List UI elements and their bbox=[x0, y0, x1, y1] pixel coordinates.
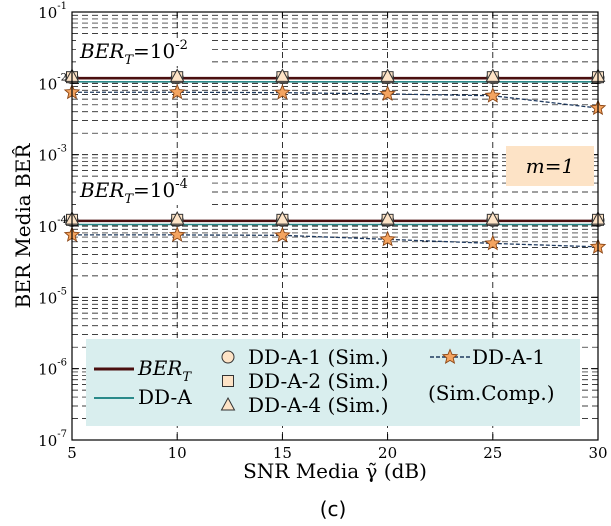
x-axis-label: SNR Media γ̃ (dB) bbox=[243, 459, 427, 483]
star-marker bbox=[168, 226, 186, 242]
triangle-marker bbox=[485, 211, 501, 225]
annotation-value: =10 bbox=[133, 178, 175, 202]
legend-label-dda: DD-A bbox=[138, 385, 192, 409]
star-marker bbox=[168, 83, 186, 100]
star-marker bbox=[441, 348, 459, 365]
series-line bbox=[72, 234, 599, 248]
series-dd-a-4-sim--14 bbox=[64, 211, 606, 225]
y-tick-label: 10-4 bbox=[38, 215, 67, 236]
annotation-value: =10 bbox=[133, 39, 175, 63]
legend-label-triangle: DD-A-4 (Sim.) bbox=[248, 393, 389, 417]
y-tick-base: 10 bbox=[38, 289, 57, 307]
legend-label-circle: DD-A-1 (Sim.) bbox=[248, 345, 389, 369]
y-tick-exponent: -1 bbox=[57, 1, 67, 12]
axis-labels: SNR Media γ̃ (dB) BER Media BER̂ (c) bbox=[11, 143, 427, 521]
annotation-exponent: -2 bbox=[175, 38, 188, 53]
x-tick-label: 20 bbox=[378, 444, 397, 462]
y-axis-label: BER Media BER̂ bbox=[11, 143, 35, 309]
y-tick-label: 10-7 bbox=[38, 429, 67, 450]
y-tick-base: 10 bbox=[38, 75, 57, 93]
x-tick-label: 5 bbox=[67, 444, 77, 462]
ber-target-annotation: BERT=10-2 bbox=[79, 38, 188, 68]
triangle-marker bbox=[485, 68, 501, 82]
annotation-base: BER bbox=[79, 39, 124, 63]
legend-label-simcomp-line2: (Sim.Comp.) bbox=[428, 381, 555, 405]
panel-label: (c) bbox=[320, 497, 347, 521]
x-tick-label: 25 bbox=[483, 444, 502, 462]
star-marker bbox=[484, 234, 502, 251]
x-tick-label: 15 bbox=[273, 444, 292, 462]
annotation-exponent: -4 bbox=[175, 177, 188, 192]
triangle-marker bbox=[380, 68, 395, 82]
m-parameter-box bbox=[506, 146, 594, 186]
y-tick-base: 10 bbox=[38, 361, 57, 379]
circle-marker bbox=[221, 350, 235, 364]
annotation-subscript: T bbox=[124, 192, 134, 207]
star-marker bbox=[274, 226, 291, 243]
y-tick-exponent: -4 bbox=[57, 215, 67, 226]
y-tick-label: 10-3 bbox=[38, 144, 67, 165]
star-marker bbox=[274, 83, 291, 100]
legend-box bbox=[86, 339, 580, 426]
y-tick-label: 10-1 bbox=[38, 1, 67, 22]
y-tick-label: 10-5 bbox=[38, 286, 67, 307]
triangle-marker bbox=[275, 211, 290, 225]
annotation-background bbox=[76, 38, 208, 66]
square-marker bbox=[222, 375, 234, 387]
y-tick-base: 10 bbox=[38, 432, 57, 450]
y-tick-label: 10-2 bbox=[38, 72, 67, 93]
m-parameter-label: m=1 bbox=[526, 154, 574, 178]
series-line bbox=[72, 91, 599, 109]
ber-target-annotation: BERT=10-4 bbox=[79, 177, 188, 207]
triangle-marker bbox=[169, 68, 185, 82]
triangle-marker bbox=[220, 396, 236, 411]
series-dd-a-4-sim--12 bbox=[64, 68, 606, 82]
y-tick-base: 10 bbox=[38, 147, 57, 165]
y-tick-exponent: -6 bbox=[57, 358, 67, 369]
y-tick-base: 10 bbox=[38, 4, 57, 22]
legend-label-bert: BERT bbox=[137, 356, 192, 385]
y-tick-exponent: -3 bbox=[57, 144, 67, 155]
triangle-marker bbox=[275, 68, 290, 82]
legend-bert-subscript: T bbox=[182, 370, 192, 385]
triangle-marker bbox=[169, 211, 185, 225]
y-tick-label: 10-6 bbox=[38, 358, 67, 379]
y-tick-exponent: -7 bbox=[57, 429, 67, 440]
legend-label-square: DD-A-2 (Sim.) bbox=[248, 369, 389, 393]
annotation-subscript: T bbox=[124, 53, 134, 68]
y-tick-exponent: -5 bbox=[57, 286, 67, 297]
legend-bert-base: BER bbox=[137, 356, 182, 380]
annotation-base: BER bbox=[79, 178, 124, 202]
y-tick-exponent: -2 bbox=[57, 72, 67, 83]
legend-label-simcomp-line1: DD-A-1 bbox=[472, 345, 545, 369]
triangle-marker bbox=[380, 211, 395, 225]
star-marker bbox=[379, 85, 396, 101]
y-tick-base: 10 bbox=[38, 218, 57, 236]
x-tick-label: 10 bbox=[168, 444, 187, 462]
annotation-background bbox=[76, 177, 208, 205]
star-marker bbox=[379, 230, 396, 247]
series-layer bbox=[63, 68, 607, 254]
x-tick-label: 30 bbox=[588, 444, 607, 462]
star-marker bbox=[484, 87, 502, 103]
